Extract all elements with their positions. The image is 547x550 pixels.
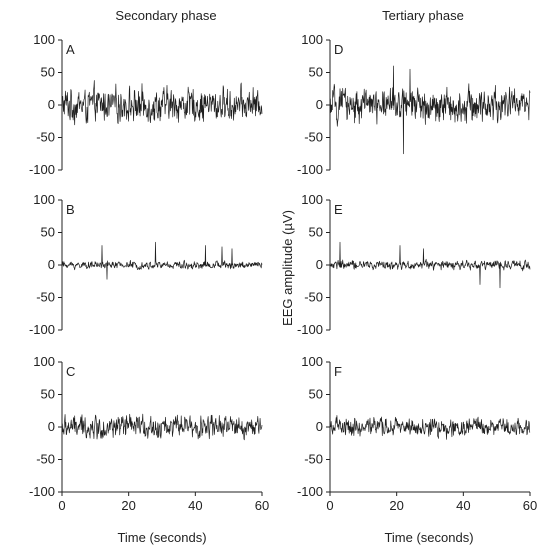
y-tick-label: -50 [304,290,323,305]
y-axis-label: EEG amplitude (µV) [280,210,295,326]
x-tick-label: 40 [456,498,470,513]
y-tick-label: -100 [297,162,323,177]
panel-A: 100 50 0 -50 -100 A [29,32,263,177]
y-tick-label: 50 [309,225,323,240]
eeg-trace [329,415,531,440]
y-tick-label: -50 [304,452,323,467]
x-tick-label: 20 [121,498,135,513]
y-tick-label: -50 [36,290,55,305]
y-tick-label: 0 [316,257,323,272]
eeg-trace [61,241,263,280]
panel-letter: A [66,42,75,57]
x-axis-label-right: Time (seconds) [384,530,473,545]
y-tick-label: -50 [36,130,55,145]
y-tick-label: 0 [48,257,55,272]
y-tick-label: 0 [48,97,55,112]
eeg-trace [329,241,531,289]
eeg-trace [61,413,263,441]
eeg-trace [329,65,531,155]
eeg-trace [61,80,263,126]
y-tick-label: 50 [309,387,323,402]
panel-B: 100 50 0 -50 -100 B [29,192,263,337]
panel-D: 100 50 0 -50 -100 D [297,32,531,177]
y-tick-label: -100 [297,322,323,337]
x-tick-label: 60 [523,498,537,513]
x-tick-label: 0 [326,498,333,513]
panel-letter: E [334,202,343,217]
panel-letter: F [334,364,342,379]
y-tick-label: -100 [29,322,55,337]
y-tick-label: 100 [301,192,323,207]
y-tick-label: -100 [297,484,323,499]
y-tick-label: 100 [301,32,323,47]
x-tick-label: 60 [255,498,269,513]
y-tick-label: 0 [316,97,323,112]
y-tick-label: 0 [48,419,55,434]
column-title-secondary: Secondary phase [115,8,216,23]
y-tick-label: 50 [41,225,55,240]
y-tick-label: -50 [304,130,323,145]
y-tick-label: 50 [41,65,55,80]
x-tick-label: 40 [188,498,202,513]
panel-letter: D [334,42,343,57]
y-tick-label: 50 [309,65,323,80]
y-tick-label: 100 [33,354,55,369]
y-tick-label: 100 [301,354,323,369]
panel-letter: C [66,364,75,379]
panel-group: 100 50 0 -50 -100 A 100 50 0 -50 -100 B 100 50 0 -50 -10… [29,32,537,513]
y-tick-label: 100 [33,32,55,47]
y-tick-label: -100 [29,484,55,499]
y-tick-label: 50 [41,387,55,402]
panel-letter: B [66,202,75,217]
y-tick-label: 0 [316,419,323,434]
panel-E: 100 50 0 -50 -100 E [297,192,531,337]
column-title-tertiary: Tertiary phase [382,8,464,23]
y-tick-label: -100 [29,162,55,177]
y-tick-label: 100 [33,192,55,207]
x-axis-label-left: Time (seconds) [117,530,206,545]
x-tick-label: 20 [389,498,403,513]
x-tick-label: 0 [58,498,65,513]
y-tick-label: -50 [36,452,55,467]
